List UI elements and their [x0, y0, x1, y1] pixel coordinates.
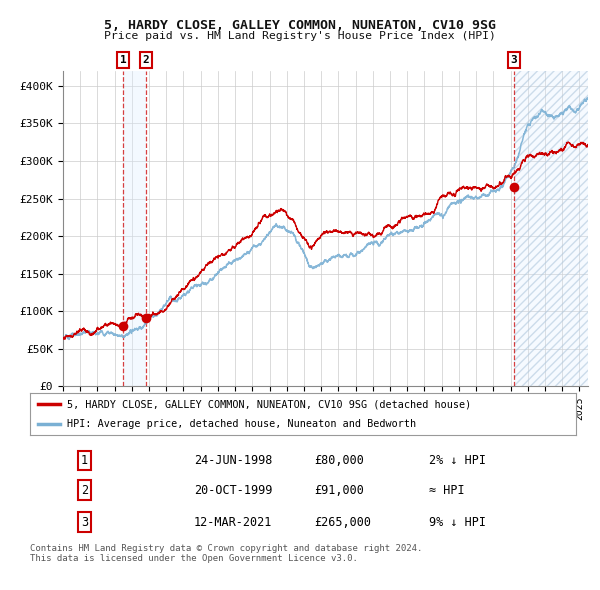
Text: 2: 2 — [81, 484, 88, 497]
Text: ≈ HPI: ≈ HPI — [428, 484, 464, 497]
Text: 24-JUN-1998: 24-JUN-1998 — [194, 454, 272, 467]
Text: £91,000: £91,000 — [314, 484, 364, 497]
Text: £80,000: £80,000 — [314, 454, 364, 467]
Text: 1: 1 — [81, 454, 88, 467]
Bar — [514, 71, 588, 386]
Text: 2: 2 — [142, 55, 149, 65]
Text: 1: 1 — [119, 55, 126, 65]
Bar — [123, 71, 146, 386]
Text: £265,000: £265,000 — [314, 516, 371, 529]
Text: Price paid vs. HM Land Registry's House Price Index (HPI): Price paid vs. HM Land Registry's House … — [104, 31, 496, 41]
Bar — [514, 71, 588, 386]
Text: 12-MAR-2021: 12-MAR-2021 — [194, 516, 272, 529]
Text: 2% ↓ HPI: 2% ↓ HPI — [428, 454, 485, 467]
Text: 3: 3 — [511, 55, 517, 65]
Text: HPI: Average price, detached house, Nuneaton and Bedworth: HPI: Average price, detached house, Nune… — [67, 419, 416, 429]
Text: 9% ↓ HPI: 9% ↓ HPI — [428, 516, 485, 529]
Text: Contains HM Land Registry data © Crown copyright and database right 2024.
This d: Contains HM Land Registry data © Crown c… — [30, 544, 422, 563]
Text: 5, HARDY CLOSE, GALLEY COMMON, NUNEATON, CV10 9SG (detached house): 5, HARDY CLOSE, GALLEY COMMON, NUNEATON,… — [67, 399, 472, 409]
Text: 20-OCT-1999: 20-OCT-1999 — [194, 484, 272, 497]
Text: 3: 3 — [81, 516, 88, 529]
Text: 5, HARDY CLOSE, GALLEY COMMON, NUNEATON, CV10 9SG: 5, HARDY CLOSE, GALLEY COMMON, NUNEATON,… — [104, 19, 496, 32]
